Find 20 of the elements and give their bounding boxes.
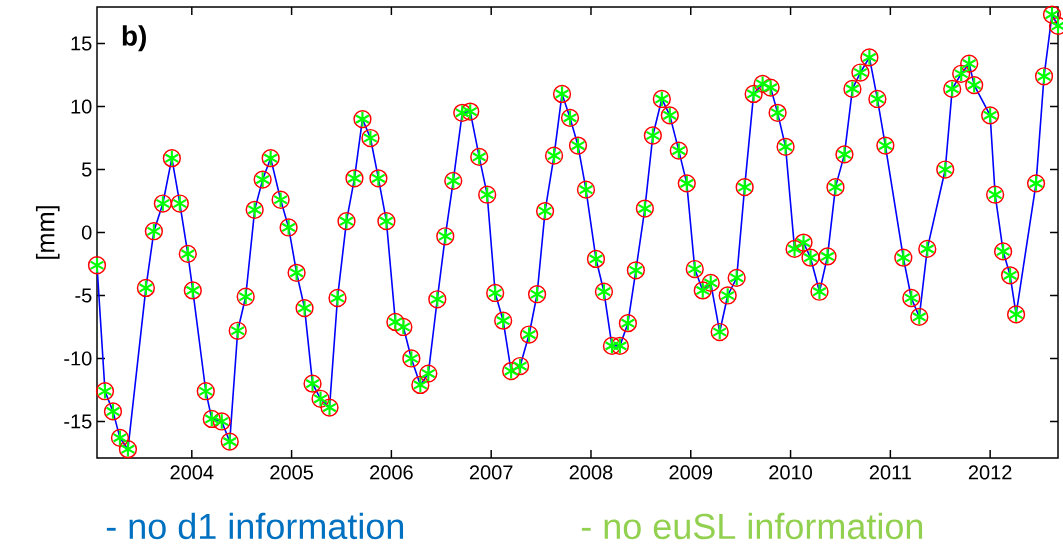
x-tick-label: 2007 (469, 465, 513, 480)
x-tick-label: 2011 (869, 465, 911, 480)
x-tick-label: 2006 (370, 465, 413, 480)
x-tick-label: 2005 (270, 465, 313, 480)
text: - no d1 information (106, 512, 404, 540)
text: - no euSL information (581, 512, 923, 540)
y-tick-label: 5 (81, 162, 92, 177)
x-tick-label: 2010 (769, 465, 813, 480)
x-tick-label: 2012 (968, 465, 1012, 480)
y-tick-label: 15 (71, 36, 92, 51)
x-tick-label: 2004 (170, 465, 214, 480)
x-tick-label: 2009 (669, 465, 713, 480)
y-tick-label: 0 (81, 225, 92, 240)
x-tick-label: 2008 (569, 465, 613, 480)
y-tick-label: -10 (64, 351, 92, 366)
y-tick-label: -15 (64, 414, 92, 429)
y-axis-title: [mm] (35, 206, 60, 259)
text: b) (122, 25, 146, 52)
y-tick-label: 10 (71, 99, 92, 114)
y-tick-label: -5 (75, 288, 92, 303)
